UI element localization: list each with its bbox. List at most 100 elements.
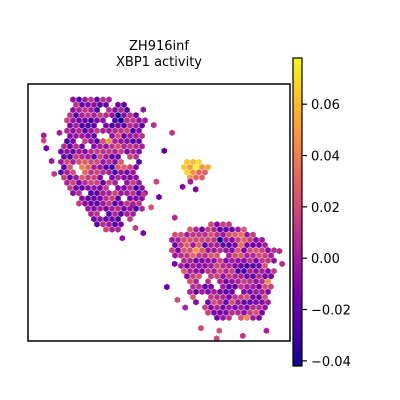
spot bbox=[193, 288, 199, 296]
spot bbox=[178, 262, 184, 270]
spot bbox=[226, 262, 232, 270]
spot bbox=[171, 214, 178, 221]
spot bbox=[76, 158, 82, 166]
spot bbox=[232, 241, 238, 249]
spot bbox=[259, 278, 265, 285]
spot bbox=[118, 127, 124, 134]
spot bbox=[244, 304, 250, 311]
spot bbox=[226, 241, 232, 249]
spot bbox=[199, 267, 205, 275]
spot bbox=[226, 252, 232, 259]
spot bbox=[247, 247, 253, 254]
spot bbox=[136, 179, 142, 186]
spot bbox=[118, 200, 124, 207]
spot bbox=[235, 257, 241, 264]
spot bbox=[91, 163, 97, 171]
spot bbox=[94, 96, 100, 103]
spot bbox=[97, 143, 103, 150]
spot bbox=[119, 235, 126, 242]
spot bbox=[115, 111, 121, 119]
spot bbox=[115, 195, 121, 202]
spot bbox=[103, 184, 109, 192]
spot bbox=[79, 153, 85, 160]
colorbar-tick-label: −0.04 bbox=[311, 355, 351, 370]
spot bbox=[199, 236, 205, 244]
spot bbox=[76, 179, 82, 186]
spot bbox=[79, 101, 85, 108]
spot bbox=[115, 153, 121, 160]
spot bbox=[97, 163, 103, 171]
spot bbox=[67, 143, 73, 150]
spot bbox=[184, 169, 190, 176]
spot bbox=[121, 101, 127, 108]
spot bbox=[79, 174, 85, 181]
spot bbox=[244, 314, 250, 322]
spot bbox=[109, 122, 115, 129]
spot bbox=[211, 247, 217, 254]
spot bbox=[97, 184, 103, 192]
spot bbox=[182, 304, 188, 311]
spot bbox=[250, 293, 256, 301]
spot bbox=[247, 236, 253, 244]
spot bbox=[268, 273, 274, 280]
spot bbox=[217, 309, 223, 316]
spot bbox=[241, 236, 247, 244]
colorbar-tick-label: 0.04 bbox=[311, 150, 340, 165]
spot bbox=[244, 293, 250, 301]
spot bbox=[181, 236, 187, 244]
spot bbox=[214, 314, 220, 322]
spot bbox=[106, 200, 112, 207]
spot bbox=[94, 169, 100, 176]
spot bbox=[235, 278, 241, 285]
spot bbox=[211, 288, 217, 296]
spot bbox=[109, 205, 115, 212]
spot bbox=[106, 189, 112, 197]
spot bbox=[118, 106, 124, 114]
spot bbox=[73, 143, 79, 150]
spot bbox=[241, 247, 247, 254]
spot bbox=[247, 267, 253, 275]
spot bbox=[259, 299, 265, 306]
spot bbox=[184, 273, 190, 280]
spot bbox=[265, 267, 271, 275]
spot bbox=[133, 174, 139, 181]
spot bbox=[121, 205, 127, 212]
spot bbox=[67, 163, 73, 171]
spot bbox=[76, 127, 82, 134]
spot bbox=[127, 122, 133, 129]
spot bbox=[193, 174, 199, 181]
spot bbox=[94, 221, 100, 228]
spot bbox=[217, 299, 223, 306]
spot bbox=[118, 158, 124, 166]
spot bbox=[164, 283, 170, 291]
spot bbox=[211, 236, 217, 244]
spot bbox=[115, 174, 121, 181]
spot bbox=[109, 143, 115, 150]
spot bbox=[190, 169, 196, 176]
spot bbox=[88, 117, 94, 124]
spot bbox=[268, 283, 274, 290]
spot bbox=[130, 179, 136, 186]
spot bbox=[214, 221, 220, 228]
spot bbox=[88, 200, 94, 207]
spot bbox=[184, 158, 190, 166]
spot bbox=[97, 101, 103, 108]
spot bbox=[244, 273, 250, 280]
spot bbox=[265, 299, 271, 306]
spot bbox=[193, 247, 199, 254]
spot bbox=[250, 273, 256, 280]
spot bbox=[82, 148, 88, 155]
spot bbox=[112, 200, 118, 207]
spot bbox=[253, 278, 259, 285]
spot bbox=[79, 195, 85, 202]
spot bbox=[262, 304, 268, 311]
spot bbox=[262, 262, 268, 270]
spot bbox=[103, 195, 109, 202]
spot bbox=[208, 273, 214, 280]
spot bbox=[262, 252, 268, 259]
spot bbox=[199, 257, 205, 264]
spot bbox=[220, 283, 226, 290]
spot bbox=[256, 262, 262, 270]
spot bbox=[64, 127, 70, 134]
spot bbox=[115, 143, 121, 150]
